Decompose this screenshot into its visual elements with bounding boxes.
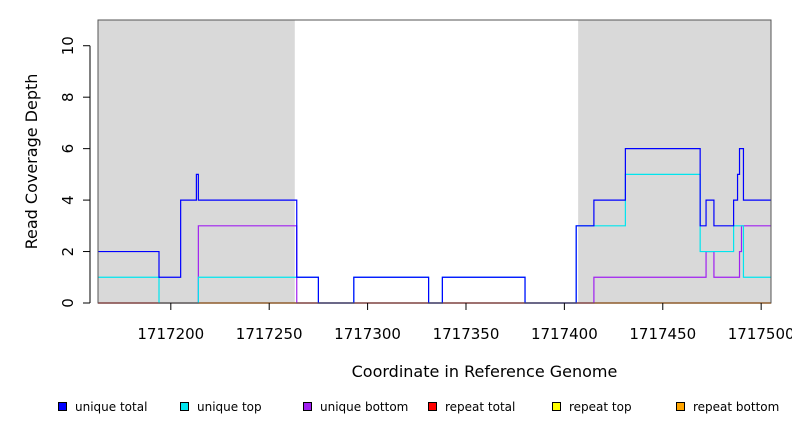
y-tick-label: 6 bbox=[59, 144, 77, 154]
legend-item-repeat-top: repeat top bbox=[552, 400, 632, 414]
legend-item-repeat-bottom: repeat bottom bbox=[676, 400, 779, 414]
legend: unique total unique top unique bottom repea… bbox=[58, 400, 792, 418]
y-tick-label: 4 bbox=[59, 195, 77, 205]
legend-swatch bbox=[58, 402, 67, 411]
x-axis-title: Coordinate in Reference Genome bbox=[352, 362, 618, 381]
shaded-regions bbox=[98, 20, 771, 303]
x-tick-label: 1717200 bbox=[137, 325, 204, 343]
legend-swatch bbox=[676, 402, 685, 411]
legend-item-repeat-total: repeat total bbox=[428, 400, 515, 414]
legend-swatch bbox=[180, 402, 189, 411]
legend-label: unique bottom bbox=[320, 400, 409, 414]
series-line-unique-bottom bbox=[98, 225, 771, 304]
legend-item-unique-total: unique total bbox=[58, 400, 147, 414]
y-axis: 0 2 4 6 8 10 bbox=[59, 36, 91, 308]
x-tick-label: 1717450 bbox=[629, 325, 696, 343]
legend-label: unique total bbox=[75, 400, 148, 414]
coverage-chart: 1717200 1717250 1717300 1717350 1717400 17174… bbox=[22, 19, 792, 381]
shaded-region-2 bbox=[578, 20, 771, 303]
x-tick-label: 1717250 bbox=[236, 325, 303, 343]
x-tick-label: 1717300 bbox=[334, 325, 401, 343]
y-tick-label: 10 bbox=[59, 36, 77, 55]
x-tick-label: 1717350 bbox=[433, 325, 500, 343]
legend-swatch bbox=[428, 402, 437, 411]
legend-swatch bbox=[552, 402, 561, 411]
legend-swatch bbox=[303, 402, 312, 411]
legend-item-unique-top: unique top bbox=[180, 400, 262, 414]
y-tick-label: 8 bbox=[59, 92, 77, 102]
x-tick-label: 1717400 bbox=[531, 325, 598, 343]
legend-label: unique top bbox=[197, 400, 262, 414]
y-tick-label: 0 bbox=[59, 298, 77, 308]
y-tick-label: 2 bbox=[59, 247, 77, 257]
y-axis-title: Read Coverage Depth bbox=[22, 74, 41, 250]
x-tick-label: 1717500 bbox=[728, 325, 792, 343]
legend-item-unique-bottom: unique bottom bbox=[303, 400, 408, 414]
plot-frame bbox=[97, 19, 772, 304]
legend-label: repeat top bbox=[569, 400, 632, 414]
x-axis: 1717200 1717250 1717300 1717350 1717400 17174… bbox=[137, 303, 792, 343]
legend-label: repeat total bbox=[445, 400, 516, 414]
legend-label: repeat bottom bbox=[693, 400, 780, 414]
shaded-region-1 bbox=[98, 20, 295, 303]
